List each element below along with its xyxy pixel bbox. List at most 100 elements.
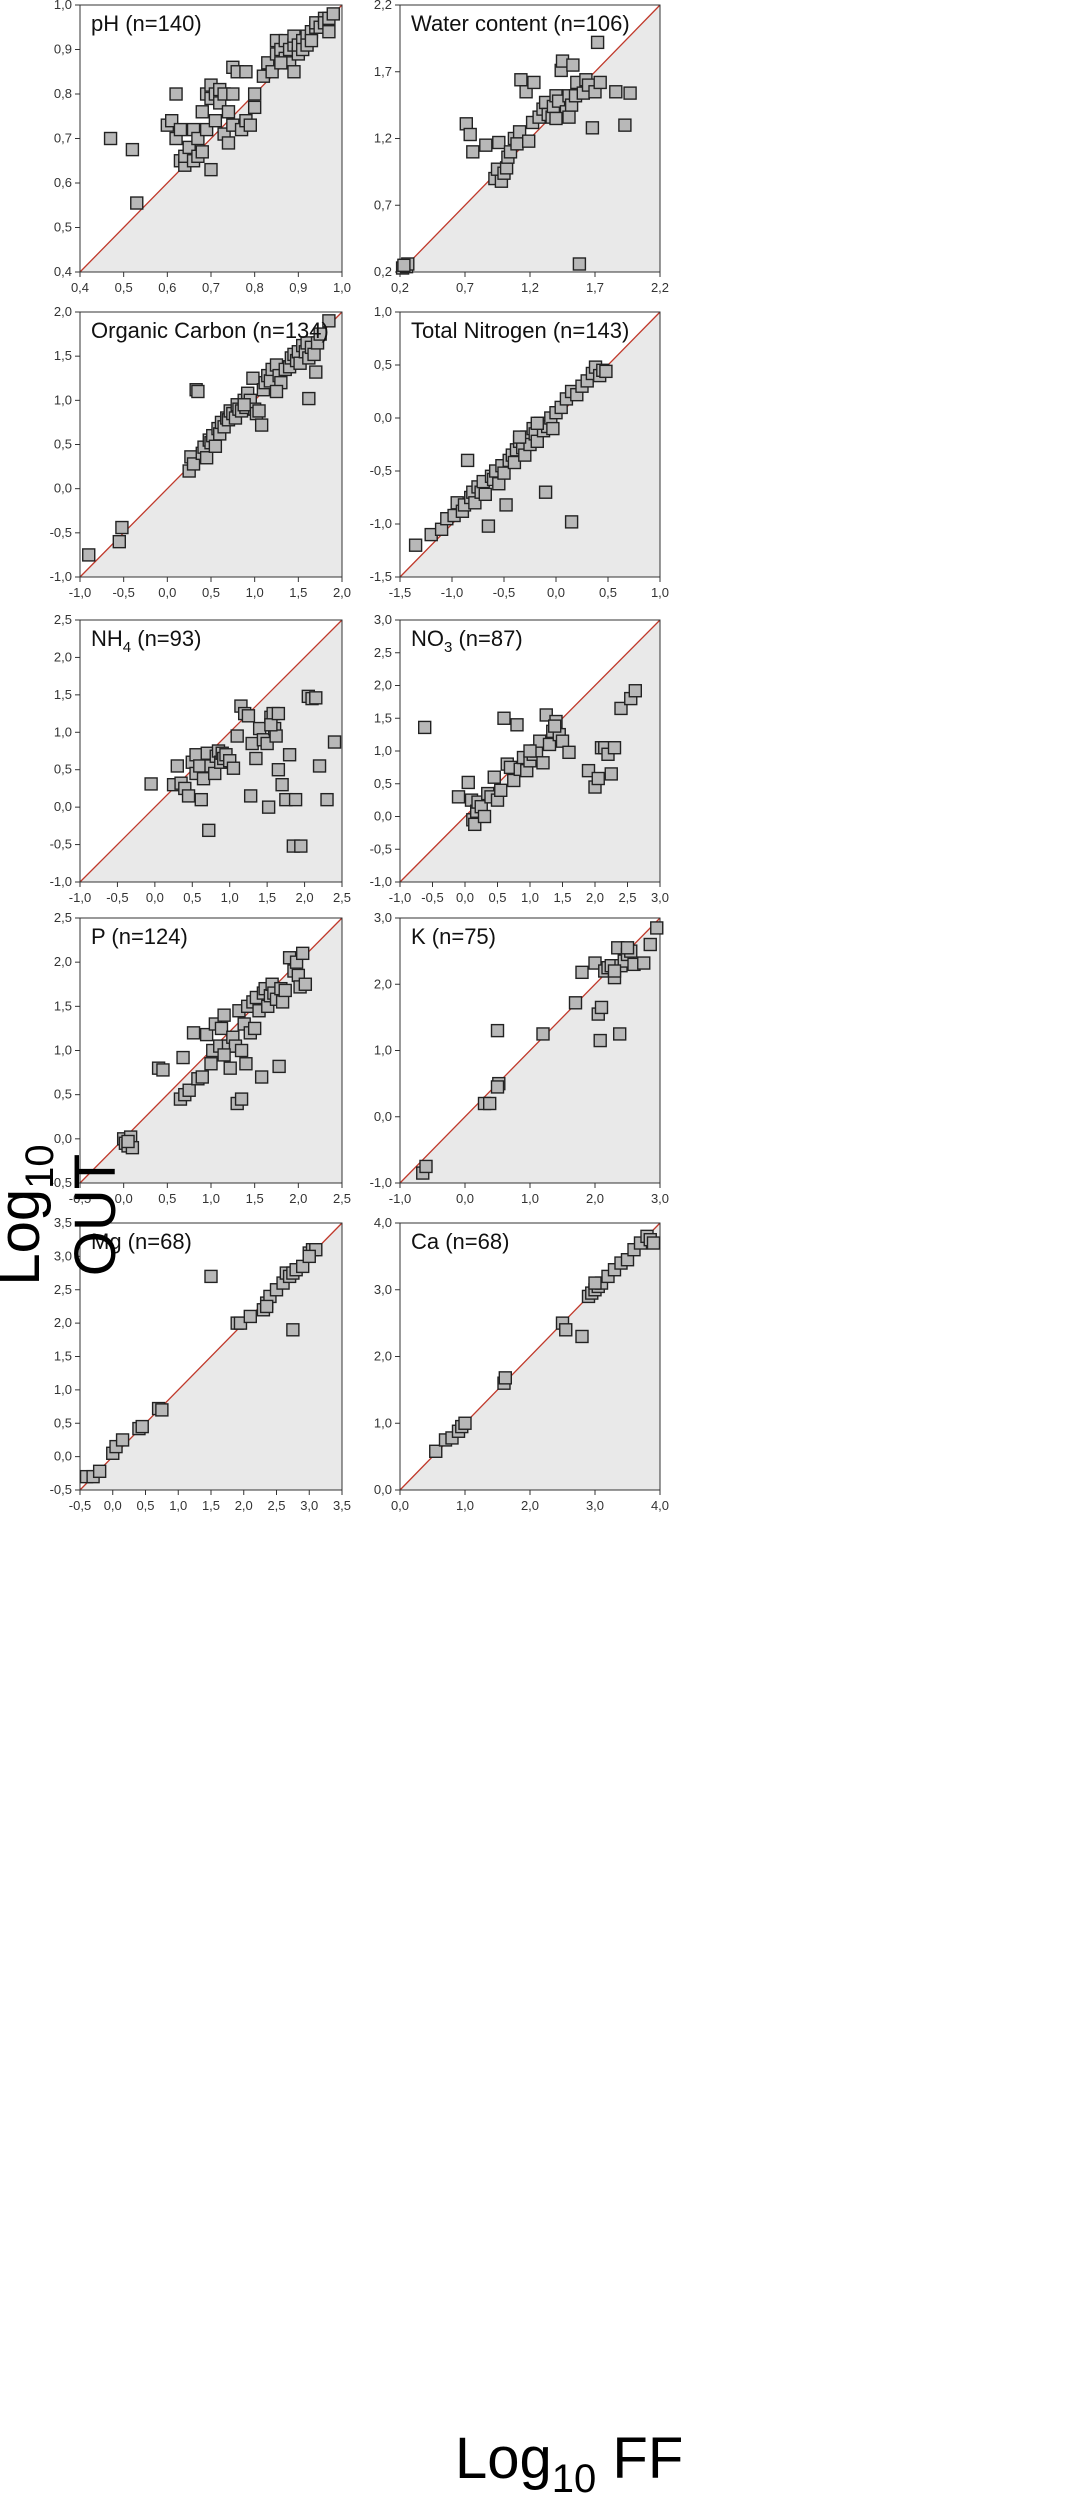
x-tick-label: 0,5 <box>158 1191 176 1206</box>
data-point <box>182 1083 196 1097</box>
data-point <box>294 839 308 853</box>
x-tick-label: 2,2 <box>651 280 669 295</box>
data-point <box>307 347 321 362</box>
data-point <box>599 364 613 379</box>
y-tick-label: 0,0 <box>374 410 392 425</box>
data-point <box>514 73 528 87</box>
data-point <box>590 35 605 50</box>
data-point <box>271 706 286 721</box>
data-point <box>286 1323 300 1337</box>
y-tick-label: 0,5 <box>54 1087 72 1102</box>
data-point <box>461 775 475 790</box>
data-point <box>234 1092 249 1106</box>
y-tick-label: 2,0 <box>374 1349 392 1364</box>
data-point <box>217 1048 231 1062</box>
data-point <box>507 773 521 788</box>
data-point <box>594 1000 609 1015</box>
data-point <box>195 145 209 159</box>
x-tick-label: 3,0 <box>651 1191 669 1206</box>
panel-title: NO3 (n=87) <box>411 626 523 656</box>
data-point <box>186 1026 201 1040</box>
data-point <box>512 430 527 444</box>
x-tick-label: 1,0 <box>456 1498 474 1513</box>
data-point <box>181 789 196 803</box>
data-point <box>497 466 511 480</box>
data-point <box>628 684 642 698</box>
data-point <box>296 946 310 961</box>
data-point <box>510 718 524 732</box>
panel-title: Water content (n=106) <box>411 11 630 36</box>
x-tick-label: 1,0 <box>521 890 539 905</box>
data-point <box>247 100 262 115</box>
data-point <box>208 113 223 128</box>
y-tick-label: 1,0 <box>54 1382 72 1397</box>
y-tick-label: -0,5 <box>370 841 392 856</box>
x-tick-label: 1,5 <box>246 1191 264 1206</box>
data-point <box>494 783 508 797</box>
data-point <box>298 977 313 991</box>
data-point <box>490 1023 505 1038</box>
x-tick-label: 0,5 <box>202 585 220 600</box>
data-point <box>249 751 263 766</box>
data-point <box>588 956 602 970</box>
x-tick-label: 1,5 <box>553 890 571 905</box>
data-point <box>451 790 466 804</box>
data-point <box>214 1021 229 1036</box>
data-point <box>623 86 637 100</box>
y-tick-label: -1,0 <box>50 874 72 889</box>
x-tick-label: 1,5 <box>202 1498 220 1513</box>
data-point <box>620 941 635 955</box>
x-tick-label: 2,0 <box>289 1191 307 1206</box>
data-point <box>217 1008 231 1022</box>
data-point <box>252 721 267 736</box>
panel-title: pH (n=140) <box>91 11 202 36</box>
data-point <box>196 771 211 786</box>
data-point <box>477 809 492 824</box>
data-point <box>156 1063 170 1077</box>
panel-title: K (n=75) <box>411 924 496 949</box>
scatter-panel-8: -1,0 0,0 1,0 2,0 3,0 -1,0 0,0 1,0 2,0 3,0 K (n=75) <box>370 910 669 1206</box>
y-tick-label: 1,0 <box>54 0 72 12</box>
y-tick-label: 0,0 <box>54 481 72 496</box>
x-tick-label: 4,0 <box>651 1498 669 1513</box>
data-point <box>226 761 241 775</box>
x-tick-label: 0,5 <box>183 890 201 905</box>
data-point <box>572 257 587 271</box>
y-tick-label: 0,9 <box>54 42 72 57</box>
y-tick-label: 2,2 <box>374 0 392 12</box>
panel-title: Ca (n=68) <box>411 1229 509 1254</box>
x-tick-label: 3,5 <box>333 1498 351 1513</box>
x-tick-label: -0,5 <box>69 1498 91 1513</box>
y-tick-label: 0,0 <box>374 1482 392 1497</box>
x-axis-title: Log10 FF <box>455 2426 684 2501</box>
data-point <box>195 105 209 119</box>
data-point <box>155 1403 169 1417</box>
y-tick-label: 1,5 <box>54 687 72 702</box>
data-point <box>208 766 222 781</box>
data-point <box>313 327 327 341</box>
y-tick-label: 1,5 <box>54 348 72 363</box>
x-tick-label: -0,5 <box>106 890 128 905</box>
data-point <box>591 771 605 786</box>
y-tick-label: -1,0 <box>370 874 392 889</box>
data-point <box>585 121 600 135</box>
y-tick-label: -1,0 <box>370 516 392 531</box>
x-tick-label: 1,7 <box>586 280 604 295</box>
y-tick-label: 0,0 <box>54 1449 72 1464</box>
y-tick-label: 1,7 <box>374 64 392 79</box>
data-point <box>204 1057 218 1071</box>
data-point <box>135 1419 149 1434</box>
data-point <box>548 719 562 733</box>
x-tick-label: 2,0 <box>296 890 314 905</box>
y-tick-label: 3,0 <box>374 612 392 627</box>
data-point <box>199 1027 214 1042</box>
data-point <box>497 711 511 725</box>
x-tick-label: 1,0 <box>221 890 239 905</box>
data-point <box>92 1464 107 1479</box>
data-point <box>275 777 289 792</box>
x-tick-label: 3,0 <box>300 1498 318 1513</box>
y-tick-label: 3,0 <box>54 1248 72 1263</box>
y-tick-label: 0,8 <box>54 86 72 101</box>
x-tick-label: 0,2 <box>391 280 409 295</box>
data-point <box>555 734 570 748</box>
